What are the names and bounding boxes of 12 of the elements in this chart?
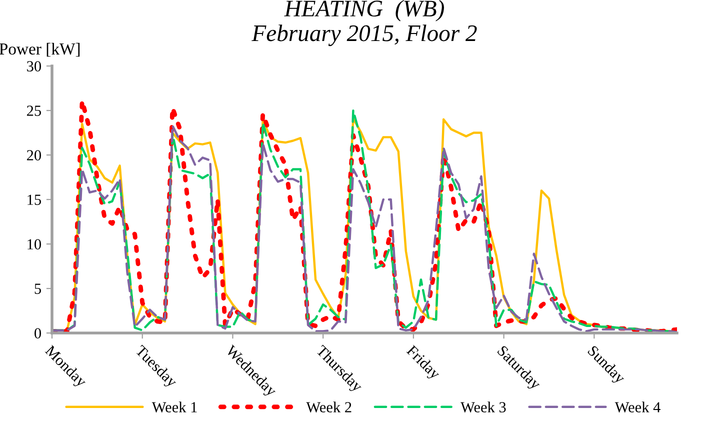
y-tick-label: 0: [34, 328, 41, 338]
legend-label: Week 2: [306, 402, 352, 412]
chart-title: HEATING (WB) February 2015, Floor 2: [252, 0, 477, 46]
y-tick-label: 5: [34, 284, 41, 294]
legend-label: Week 1: [152, 402, 197, 412]
y-tick-label: 25: [26, 106, 41, 116]
y-tick-label: 30: [27, 61, 41, 72]
y-tick-label: 15: [28, 194, 41, 205]
legend-label: Week 4: [614, 402, 660, 412]
y-tick-label: 20: [26, 150, 41, 160]
y-tick-label: 10: [28, 239, 41, 250]
legend-label: Week 3: [460, 402, 506, 412]
